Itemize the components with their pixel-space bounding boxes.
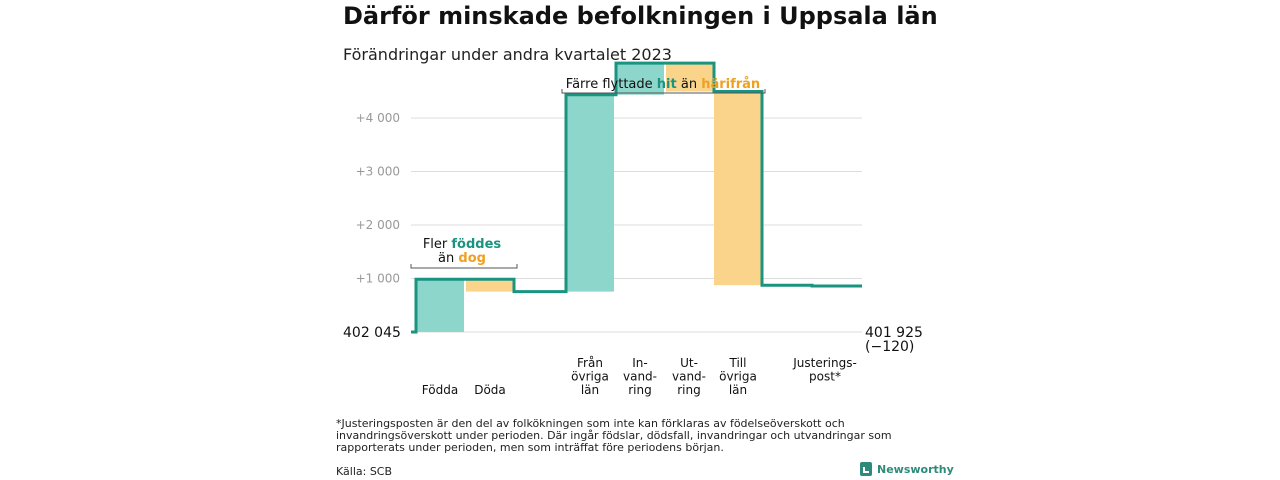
annotation-migration: Färre flyttade hit än härifrån: [566, 77, 760, 92]
source-note: Källa: SCB: [336, 465, 393, 478]
category-label: län: [729, 383, 747, 397]
annotation-highlight: föddes: [451, 237, 501, 252]
annotation-births: Fler föddes: [423, 237, 502, 252]
category-label: vand-: [623, 370, 657, 384]
category-label: ring: [628, 383, 652, 397]
annotation-bracket: [561, 89, 766, 94]
annotation-text: än: [677, 77, 701, 92]
newsworthy-logo-icon: [860, 462, 872, 476]
category-label: vand-: [672, 370, 706, 384]
start-value-label: 402 045: [343, 325, 401, 341]
category-label: Döda: [474, 383, 506, 397]
annotation-text: än: [438, 251, 458, 266]
annotation-highlight: härifrån: [701, 77, 760, 92]
bar: [566, 94, 614, 292]
category-label: In-: [632, 356, 647, 370]
end-change-label: (−120): [865, 339, 914, 355]
category-label: Till: [729, 356, 747, 370]
waterfall-line: [411, 61, 862, 334]
category-label: övriga: [719, 370, 757, 384]
bar: [666, 63, 714, 92]
category-label: län: [581, 383, 599, 397]
y-tick-label: +1 000: [356, 272, 400, 286]
bar: [714, 91, 762, 286]
annotation-text: Färre flyttade: [566, 77, 657, 92]
annotation-bracket: [410, 264, 518, 269]
annotation-highlight: dog: [458, 251, 486, 266]
y-tick-label: +3 000: [356, 165, 400, 179]
bar: [616, 63, 664, 95]
category-label: Födda: [422, 383, 458, 397]
waterfall-chart: +1 000 +2 000 +3 000 +4 000 402 045 401 925(−…: [343, 61, 923, 397]
chart-subtitle: Förändringar under andra kvartalet 2023: [343, 45, 672, 64]
annotation-text: Fler: [423, 237, 452, 252]
category-label: Från: [577, 356, 603, 370]
bar: [416, 279, 464, 332]
y-tick-label: +4 000: [356, 111, 400, 125]
category-label: övriga: [571, 370, 609, 384]
y-tick-label: +2 000: [356, 218, 400, 232]
bar: [466, 279, 514, 292]
end-value-label: 401 925: [865, 325, 923, 341]
category-label: ring: [677, 383, 701, 397]
annotation-births-line2: än dog: [438, 251, 486, 266]
newsworthy-logo: Newsworthy: [860, 462, 954, 476]
category-label: post*: [809, 370, 841, 384]
chart-title: Därför minskade befolkningen i Uppsala l…: [343, 2, 938, 30]
footnote: *Justeringsposten är den del av folkökni…: [336, 417, 892, 454]
category-label: Ut-: [680, 356, 698, 370]
category-label: Justerings-: [792, 356, 857, 370]
annotation-highlight: hit: [657, 77, 677, 92]
newsworthy-logo-text: Newsworthy: [877, 462, 954, 476]
